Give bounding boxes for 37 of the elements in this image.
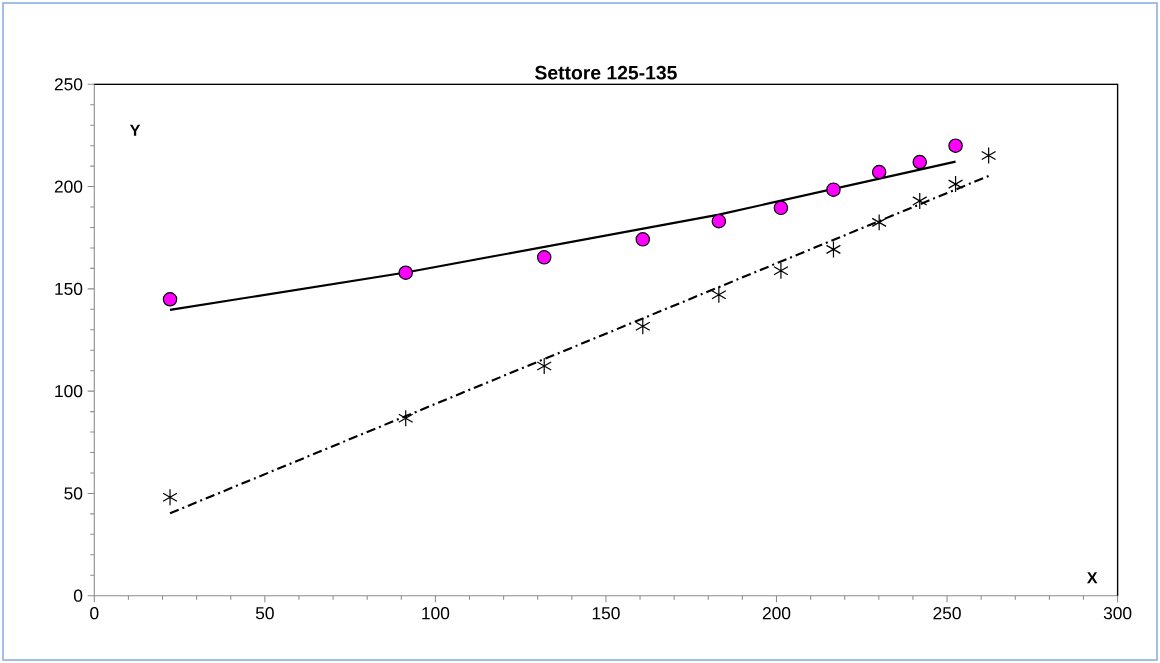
point [162,292,178,307]
point [711,286,727,304]
point [711,213,727,229]
point [948,175,964,193]
point [773,262,789,280]
x-tick-label: 300 [1103,607,1132,620]
x-axis-title: X [1087,572,1098,584]
y-tick-label: 150 [55,282,83,295]
point [536,357,552,375]
x-tick-label: 0 [90,607,99,620]
y-axis-title: Y [129,124,141,136]
point [773,200,789,216]
y-tick-label: 100 [55,384,83,398]
y-tick-label: 0 [73,589,83,602]
point [635,317,651,335]
x-tick-label: 100 [422,607,450,620]
point [871,164,887,180]
point [635,232,651,247]
point [162,488,178,506]
point [825,240,841,258]
x-tick-label: 200 [762,607,791,620]
point [398,409,414,427]
y-tick-label: 50 [64,487,83,500]
point [871,213,887,231]
x-tick-label: 150 [592,607,620,620]
chart-title: Settore 125-135 [535,65,677,80]
point [536,250,552,265]
y-tick-label: 250 [54,78,83,91]
point [912,154,928,170]
point [826,182,841,197]
point [948,138,963,153]
x-tick-label: 250 [933,607,961,620]
point [912,192,928,210]
x-tick-label: 50 [255,607,274,620]
y-tick-label: 200 [54,180,83,193]
point [398,265,413,280]
point [981,146,997,165]
